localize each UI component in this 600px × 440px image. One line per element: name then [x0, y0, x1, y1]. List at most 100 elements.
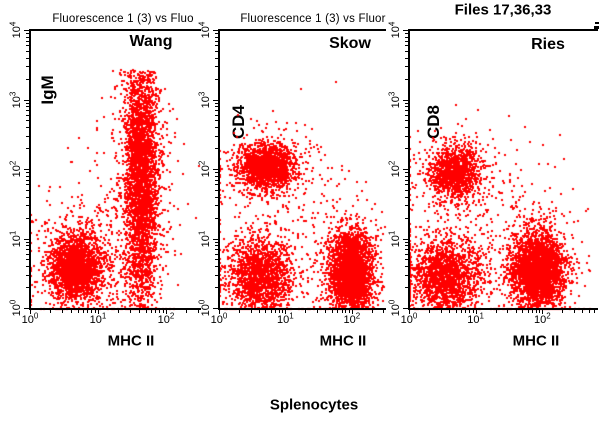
y-minor-tick	[26, 135, 29, 137]
x-minor-tick	[162, 310, 164, 313]
y-minor-tick	[215, 36, 218, 38]
y-minor-tick	[215, 249, 218, 251]
x-minor-tick	[150, 310, 152, 313]
x-minor-tick	[87, 310, 89, 313]
x-minor-tick	[527, 310, 529, 313]
y-minor-tick	[215, 45, 218, 47]
y-minor-tick	[215, 33, 218, 35]
x-minor-tick	[325, 310, 327, 313]
x-minor-tick	[460, 310, 462, 313]
y-major-tick	[24, 238, 29, 240]
y-minor-tick	[26, 45, 29, 47]
y-minor-tick	[215, 274, 218, 276]
y-major-tick	[213, 238, 218, 240]
y-minor-tick	[405, 274, 408, 276]
y-minor-tick	[26, 148, 29, 150]
y-tick-label: 103	[387, 91, 402, 108]
y-minor-tick	[26, 196, 29, 198]
x-minor-tick	[440, 310, 442, 313]
y-minor-tick	[405, 78, 408, 80]
y-minor-tick	[215, 102, 218, 104]
x-tick-label: 101	[467, 311, 485, 326]
y-tick-label: 101	[197, 230, 212, 247]
y-tick-label: 104	[197, 21, 212, 39]
y-minor-tick	[26, 78, 29, 80]
y-minor-tick	[26, 249, 29, 251]
y-minor-tick	[215, 148, 218, 150]
plot-top-border	[218, 29, 386, 31]
x-minor-tick	[383, 310, 385, 313]
y-minor-tick	[215, 189, 218, 191]
x-major-tick	[285, 310, 287, 314]
y-major-tick	[213, 99, 218, 101]
plot-top-border	[408, 29, 598, 31]
x-minor-tick	[198, 310, 200, 313]
y-minor-tick	[26, 184, 29, 186]
y-minor-tick	[215, 245, 218, 247]
x-minor-tick	[515, 310, 517, 313]
x-minor-tick	[82, 310, 84, 313]
y-minor-tick	[215, 184, 218, 186]
y-minor-tick	[215, 196, 218, 198]
y-tick-label: 101	[8, 230, 23, 247]
y-tick-label: 100	[387, 299, 402, 317]
y-minor-tick	[405, 196, 408, 198]
x-minor-tick	[94, 310, 96, 313]
y-minor-tick	[405, 241, 408, 243]
x-minor-tick	[155, 310, 157, 313]
y-minor-tick	[26, 57, 29, 59]
y-minor-tick	[215, 241, 218, 243]
y-minor-tick	[405, 148, 408, 150]
y-major-tick	[403, 308, 408, 309]
x-minor-tick	[539, 310, 541, 313]
x-minor-tick	[522, 310, 524, 313]
x-minor-tick	[348, 310, 350, 313]
x-minor-tick	[582, 310, 584, 313]
x-minor-tick	[282, 310, 284, 313]
y-minor-tick	[26, 274, 29, 276]
y-minor-tick	[26, 266, 29, 268]
x-minor-tick	[159, 310, 161, 313]
y-minor-tick	[405, 287, 408, 289]
artifact-mark	[595, 22, 599, 24]
x-minor-tick	[455, 310, 457, 313]
plot-title: Fluorescence 1 (3) vs Fluo	[52, 13, 194, 25]
y-minor-tick	[215, 66, 218, 68]
y-minor-tick	[405, 179, 408, 181]
x-minor-tick	[130, 310, 132, 313]
y-minor-tick	[215, 172, 218, 174]
y-tick-label: 102	[197, 160, 212, 178]
figure-caption: Splenocytes	[269, 396, 359, 414]
y-minor-tick	[215, 127, 218, 129]
y-minor-tick	[215, 179, 218, 181]
y-minor-tick	[215, 106, 218, 108]
y-minor-tick	[26, 253, 29, 255]
y-tick-label: 102	[8, 160, 23, 178]
x-axis-line	[408, 308, 598, 310]
y-minor-tick	[215, 175, 218, 177]
y-minor-tick	[215, 50, 218, 52]
x-minor-tick	[77, 310, 79, 313]
y-minor-tick	[26, 175, 29, 177]
x-minor-tick	[588, 310, 590, 313]
x-minor-tick	[238, 310, 240, 313]
y-minor-tick	[405, 33, 408, 35]
x-minor-tick	[275, 310, 277, 313]
y-minor-tick	[26, 50, 29, 52]
y-minor-tick	[26, 217, 29, 219]
x-major-tick	[219, 310, 220, 314]
x-minor-tick	[145, 310, 147, 313]
y-minor-tick	[405, 114, 408, 116]
y-minor-tick	[405, 127, 408, 129]
x-axis-line	[29, 308, 201, 310]
y-minor-tick	[405, 120, 408, 122]
x-minor-tick	[118, 310, 120, 313]
y-minor-tick	[405, 172, 408, 174]
x-minor-tick	[469, 310, 471, 313]
y-axis-line	[218, 29, 220, 309]
x-minor-tick	[495, 310, 497, 313]
x-minor-tick	[532, 310, 533, 313]
x-minor-tick	[345, 310, 347, 313]
y-minor-tick	[215, 40, 218, 42]
y-minor-tick	[215, 205, 218, 207]
